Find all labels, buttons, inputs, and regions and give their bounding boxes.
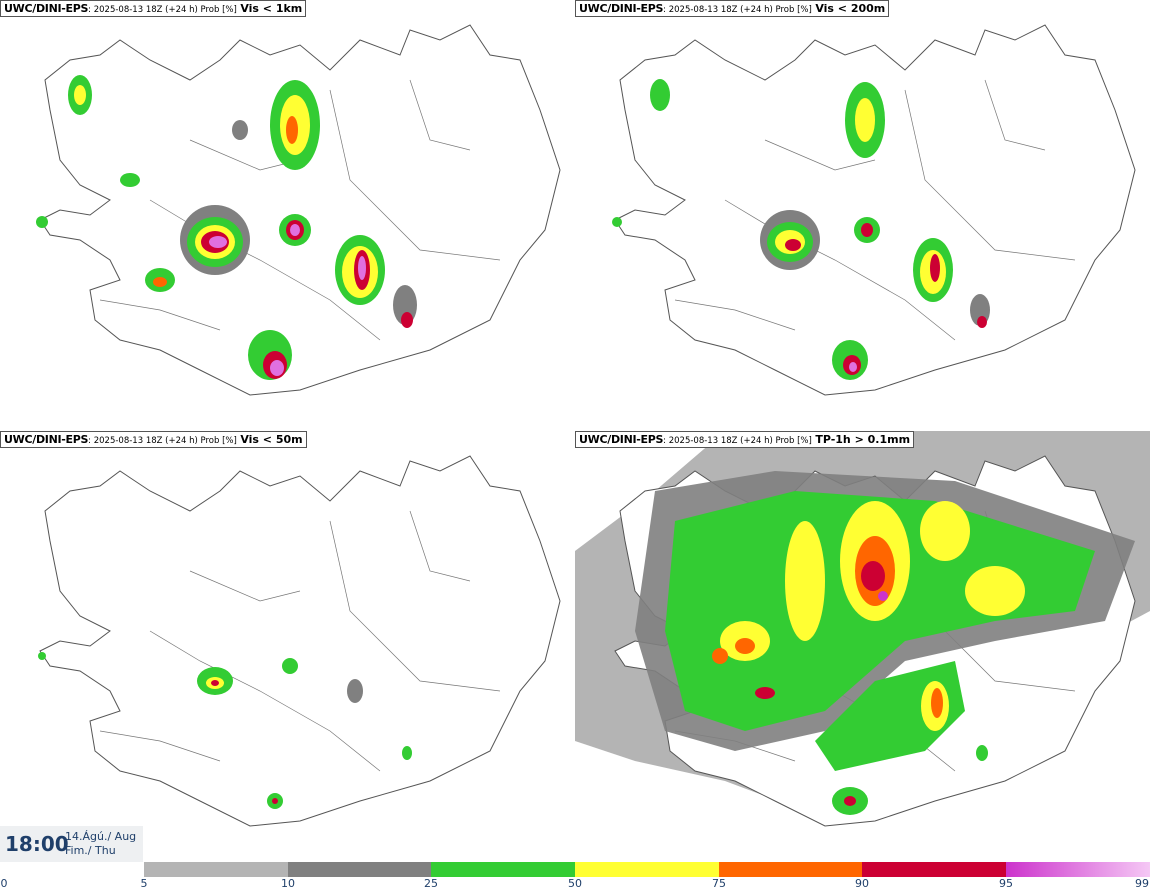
colorbar-segment-5-10 (144, 862, 288, 877)
map-panel-vis-200m: UWC/DINI-EPS: 2025-08-13 18Z (+24 h) Pro… (575, 0, 1150, 431)
colorbar-tick: 5 (140, 877, 148, 890)
iceland-map (612, 0, 1150, 431)
map-panel-vis-1km: UWC/DINI-EPS: 2025-08-13 18Z (+24 h) Pro… (0, 0, 575, 431)
colorbar-segment-25-50 (431, 862, 575, 877)
panel-title: UWC/DINI-EPS: 2025-08-13 18Z (+24 h) Pro… (0, 0, 307, 17)
colorbar-tick: 95 (999, 877, 1013, 890)
colorbar-segment-75-90 (719, 862, 862, 877)
valid-time-box: 18:00 14.Ágú./ Aug Fim./ Thu (0, 826, 143, 862)
panel-title: UWC/DINI-EPS: 2025-08-13 18Z (+24 h) Pro… (575, 0, 890, 17)
colorbar-tick: 25 (424, 877, 438, 890)
map-panel-tp-1h: UWC/DINI-EPS: 2025-08-13 18Z (+24 h) Pro… (575, 431, 1150, 862)
colorbar-tick: 0 (0, 877, 8, 890)
colorbar-tick: 75 (712, 877, 726, 890)
colorbar-segment-50-75 (575, 862, 719, 877)
panel-title: UWC/DINI-EPS: 2025-08-13 18Z (+24 h) Pro… (575, 431, 915, 448)
panel-title: UWC/DINI-EPS: 2025-08-13 18Z (+24 h) Pro… (0, 431, 307, 448)
probability-field (36, 75, 417, 380)
iceland-map (38, 431, 575, 862)
probability-field (635, 471, 1135, 815)
colorbar-segment-10-25 (288, 862, 431, 877)
colorbar-tick: 90 (855, 877, 869, 890)
probability-field (612, 79, 990, 380)
valid-date: 14.Ágú./ Aug (65, 830, 137, 843)
iceland-map (36, 0, 575, 431)
map-panel-vis-50m: UWC/DINI-EPS: 2025-08-13 18Z (+24 h) Pro… (0, 431, 575, 862)
colorbar-tick: 10 (281, 877, 295, 890)
valid-weekday: Fim./ Thu (65, 844, 116, 857)
valid-time: 18:00 (5, 832, 69, 856)
probability-field (38, 652, 412, 809)
colorbar-tick: 99 (1135, 877, 1149, 890)
colorbar-segment-95-99 (1006, 862, 1150, 877)
colorbar-segment-90-95 (862, 862, 1006, 877)
colorbar-tick: 50 (568, 877, 582, 890)
iceland-map (575, 431, 1150, 862)
